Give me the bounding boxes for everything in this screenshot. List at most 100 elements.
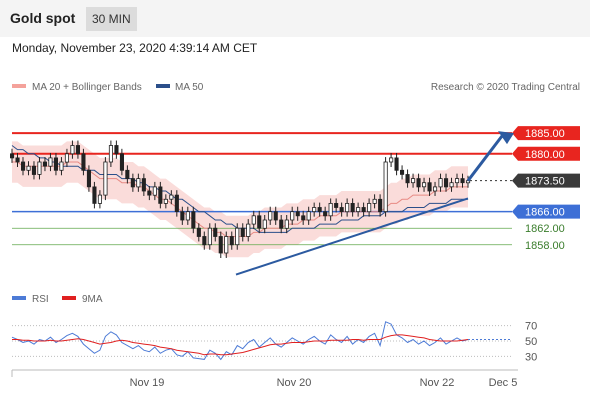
candle-body — [427, 182, 432, 192]
candle-body — [328, 202, 333, 217]
level-label-1873.50: 1873.50 — [525, 176, 565, 188]
candle-body — [410, 178, 416, 184]
candle-body — [86, 169, 92, 188]
level-label-1862.00: 1862.00 — [525, 223, 565, 235]
candle-body — [202, 236, 207, 246]
candle-body — [64, 153, 70, 163]
candle-body — [114, 145, 119, 155]
candle-body — [273, 211, 278, 221]
candle-body — [312, 207, 317, 212]
candle-body — [42, 161, 47, 167]
copyright-text: Research © 2020 Trading Central — [431, 82, 580, 93]
candle-body — [383, 161, 388, 212]
candle-body — [207, 227, 212, 246]
level-tag-1885.00 — [512, 126, 580, 141]
candle-body — [257, 215, 262, 229]
x-tick-nov22: Nov 22 — [420, 377, 455, 389]
candle-body — [367, 202, 372, 213]
candle-body — [20, 161, 26, 171]
candle-body — [37, 161, 42, 175]
timeframe-button[interactable]: 30 MIN — [86, 7, 137, 31]
candle-body — [240, 227, 245, 237]
x-tick-nov20: Nov 20 — [277, 377, 312, 389]
x-tick-dec5: Dec 5 — [489, 377, 518, 389]
level-tag-1873.50 — [512, 173, 580, 188]
candle-body — [317, 207, 322, 212]
candle-body — [432, 186, 438, 192]
candle-body — [75, 145, 81, 155]
rsi-tick-30: 30 — [525, 351, 537, 363]
candle-body — [361, 207, 366, 212]
candle-body — [246, 223, 251, 237]
legend-label-ma9: 9MA — [82, 294, 103, 305]
candle-body — [251, 215, 256, 225]
legend-swatch-ma50 — [156, 84, 170, 88]
candle-body — [108, 145, 114, 163]
candle-body — [295, 211, 300, 217]
candle-body — [141, 178, 146, 192]
level-label-1880.00: 1880.00 — [525, 149, 565, 161]
candle-body — [416, 178, 421, 188]
bollinger-band-area — [12, 141, 468, 258]
level-label-1885.00: 1885.00 — [525, 128, 565, 140]
candle-body — [53, 157, 58, 171]
level-label-1858.00: 1858.00 — [525, 240, 565, 252]
header-bar: Gold spot 30 MIN — [0, 0, 590, 37]
candle-body — [284, 219, 289, 229]
candle-body — [136, 178, 141, 188]
candle-body — [438, 178, 443, 188]
candle-body — [290, 211, 295, 221]
candle-body — [339, 207, 344, 212]
level-tag-1866.00 — [512, 204, 580, 219]
chart-datetime: Monday, November 23, 2020 4:39:14 AM CET — [12, 41, 258, 55]
candle-body — [147, 190, 152, 196]
candle-body — [421, 182, 427, 188]
candle-body — [399, 169, 405, 175]
candle-body — [449, 182, 454, 188]
rsi-tick-70: 70 — [525, 321, 537, 333]
candle-body — [196, 227, 201, 237]
candle-body — [301, 215, 306, 221]
candle-body — [97, 194, 103, 204]
candle-body — [130, 178, 135, 188]
rsi-line — [11, 321, 469, 361]
legend-swatch-rsi — [12, 296, 26, 300]
candle-body — [229, 236, 234, 246]
candle-body — [378, 198, 383, 213]
candle-body — [443, 178, 449, 188]
candle-body — [9, 153, 15, 159]
level-tag-1880.00 — [512, 146, 580, 161]
legend-label-bands: MA 20 + Bollinger Bands — [32, 82, 142, 93]
candle-body — [235, 227, 240, 246]
candle-body — [103, 161, 108, 196]
candle-body — [180, 211, 185, 221]
candle-body — [15, 157, 20, 163]
candle-body — [218, 236, 223, 254]
candle-body — [345, 202, 350, 213]
rsi-tick-50: 50 — [525, 336, 537, 348]
candle-body — [119, 153, 125, 171]
instrument-title: Gold spot — [10, 10, 76, 26]
candle-body — [268, 211, 273, 221]
candle-body — [350, 202, 355, 213]
candle-body — [405, 174, 410, 184]
x-tick-nov19: Nov 19 — [130, 377, 165, 389]
candle-body — [191, 211, 196, 229]
legend-swatch-ma9 — [62, 296, 76, 300]
candle-body — [92, 186, 97, 204]
candle-body — [334, 202, 339, 208]
projection-arrowhead — [498, 131, 514, 145]
candle-body — [70, 145, 75, 155]
trend-line-support — [235, 197, 469, 276]
candle-body — [394, 157, 399, 171]
rsi-ma9-line — [12, 334, 469, 356]
candle-body — [460, 178, 465, 184]
price-plot: 1885.00 1880.00 1873.50 1866.00 1862.00 1858.… — [9, 126, 580, 276]
candle-body — [279, 219, 284, 229]
candle-body — [174, 194, 179, 213]
candle-body — [48, 157, 53, 167]
level-label-1866.00: 1866.00 — [525, 207, 565, 219]
candle-body — [59, 161, 64, 171]
candle-body — [26, 165, 31, 171]
